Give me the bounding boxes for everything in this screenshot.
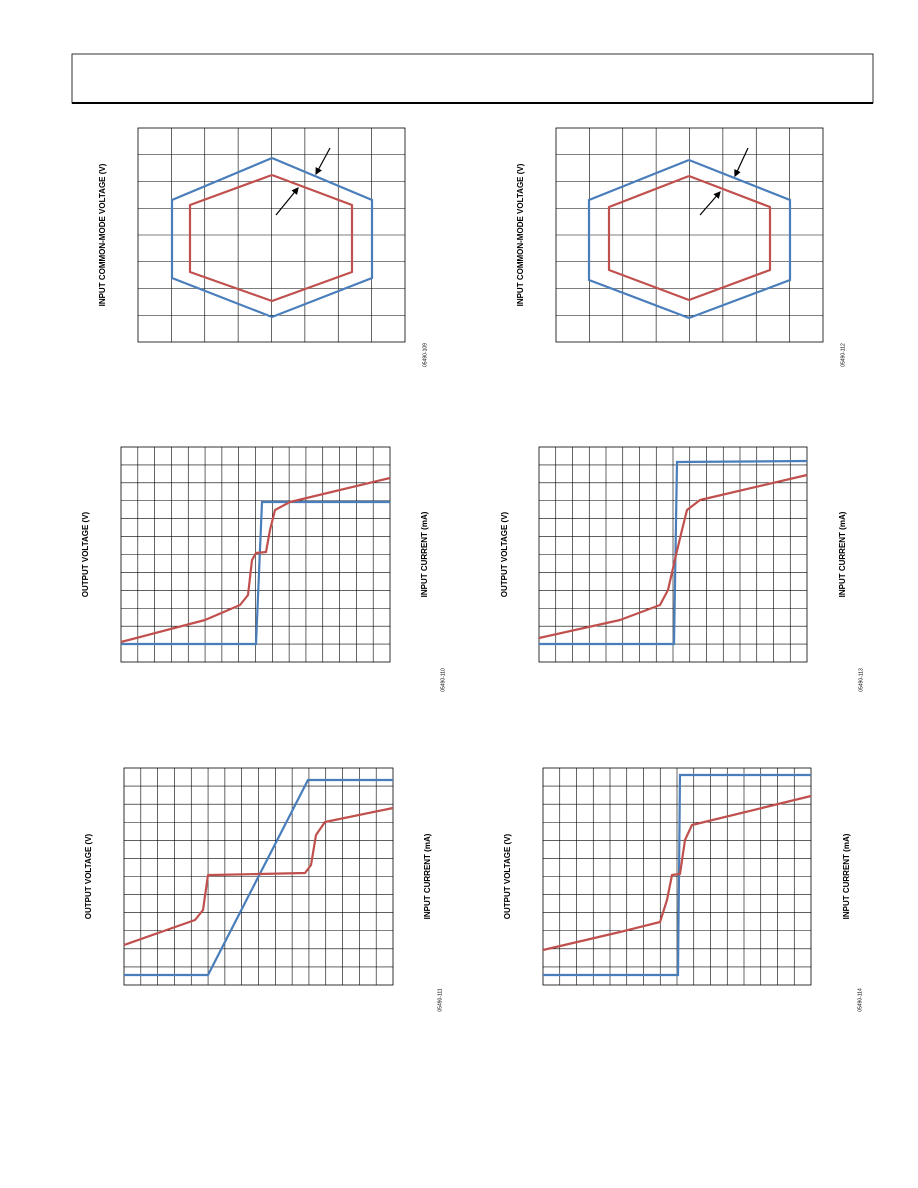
red-curve bbox=[188, 173, 354, 303]
figure-code: 05490-110 bbox=[440, 668, 446, 692]
blue-curve bbox=[587, 158, 792, 320]
arrow bbox=[699, 191, 721, 216]
red-curve bbox=[542, 794, 812, 952]
plot-frame bbox=[123, 767, 394, 986]
y2-axis-label: INPUT CURRENT (mA) bbox=[842, 833, 851, 919]
figure-code: 05490-109 bbox=[422, 343, 428, 367]
arrow bbox=[734, 147, 749, 178]
figure-code: 05490-112 bbox=[840, 343, 846, 367]
y-axis-label: INPUT COMMON-MODE VOLTAGE (V) bbox=[516, 163, 525, 306]
figure-code: 05490-111 bbox=[437, 988, 443, 1011]
y-axis-label: OUTPUT VOLTAGE (V) bbox=[84, 833, 93, 919]
red-curve bbox=[538, 473, 808, 640]
plot-frame bbox=[542, 767, 812, 986]
figure-code: 05490-114 bbox=[857, 988, 863, 1012]
plot-frame bbox=[538, 446, 808, 663]
plot-frame bbox=[137, 127, 406, 343]
header-box bbox=[71, 53, 874, 104]
red-curve bbox=[123, 806, 394, 947]
figure-code: 05490-113 bbox=[858, 668, 864, 692]
blue-curve bbox=[121, 500, 390, 646]
y2-axis-label: INPUT CURRENT (mA) bbox=[423, 833, 432, 919]
plot-frame bbox=[555, 127, 824, 343]
y-axis-label: OUTPUT VOLTAGE (V) bbox=[81, 511, 90, 597]
y-axis-label: INPUT COMMON-MODE VOLTAGE (V) bbox=[98, 163, 107, 306]
y2-axis-label: INPUT CURRENT (mA) bbox=[838, 511, 847, 597]
y-axis-label: OUTPUT VOLTAGE (V) bbox=[503, 833, 512, 919]
blue-curve bbox=[170, 156, 374, 319]
blue-curve bbox=[124, 778, 393, 977]
arrow bbox=[315, 147, 331, 176]
red-curve bbox=[120, 476, 391, 644]
red-curve bbox=[607, 174, 772, 302]
plot-frame bbox=[120, 446, 391, 663]
arrow bbox=[275, 187, 299, 216]
y2-axis-label: INPUT CURRENT (mA) bbox=[420, 511, 429, 597]
y-axis-label: OUTPUT VOLTAGE (V) bbox=[500, 511, 509, 597]
